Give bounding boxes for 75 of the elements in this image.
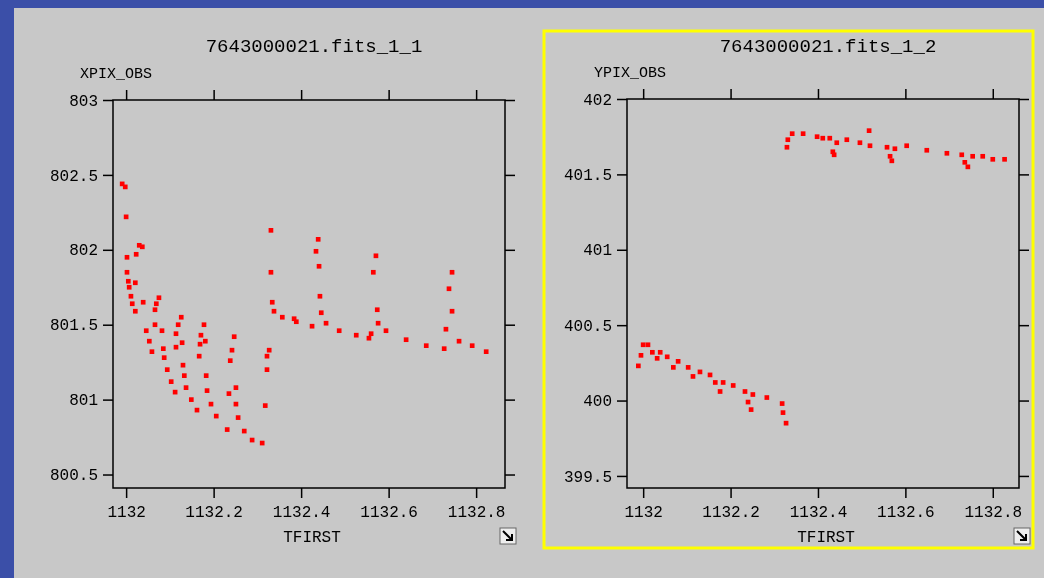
y-tick-label: 800.5 <box>49 467 98 486</box>
y-tick-label: 801 <box>69 392 98 411</box>
point <box>748 407 754 412</box>
point <box>1002 156 1007 162</box>
point <box>645 342 651 348</box>
y-tick-label: 401 <box>583 242 612 261</box>
point <box>636 363 641 369</box>
y-tick-label: 801.5 <box>49 317 98 336</box>
point <box>892 146 898 152</box>
point <box>780 410 786 415</box>
x-tick-label: 1132.8 <box>447 504 506 523</box>
y-tick-label: 803 <box>69 92 98 111</box>
x-tick-label: 1132.6 <box>877 504 935 523</box>
point <box>730 383 736 388</box>
point <box>820 135 826 141</box>
point <box>827 135 833 141</box>
point <box>800 131 806 137</box>
point <box>834 140 840 146</box>
point <box>857 140 863 146</box>
x-axis-title: TFIRST <box>283 529 341 547</box>
y-axis-title: XPIX_OBS <box>80 66 153 83</box>
point <box>970 153 976 159</box>
point <box>866 128 872 134</box>
point <box>980 153 986 159</box>
point <box>720 380 726 385</box>
x-tick-label: 1132.8 <box>964 504 1023 523</box>
point <box>657 349 663 355</box>
x-tick-label: 1132.4 <box>272 504 331 523</box>
point <box>742 389 748 394</box>
point <box>654 355 660 361</box>
point <box>670 365 676 370</box>
point <box>844 137 850 143</box>
chart-title: 7643000021.fits_1_2 <box>719 36 937 58</box>
y-axis-title: YPIX_OBS <box>594 65 667 82</box>
point <box>675 359 681 364</box>
y-tick-label: 400.5 <box>563 317 612 336</box>
point <box>685 365 691 370</box>
x-tick-label: 1132.4 <box>789 504 848 523</box>
y-tick-label: 802.5 <box>49 167 98 186</box>
point <box>904 143 910 149</box>
point <box>638 352 644 358</box>
point <box>962 159 968 165</box>
x-axis-title: TFIRST <box>797 529 855 547</box>
point <box>990 156 996 162</box>
point <box>814 134 820 140</box>
y-tick-label: 401.5 <box>563 167 612 186</box>
point <box>779 401 785 406</box>
x-tick-label: 1132 <box>624 504 663 523</box>
point <box>712 380 718 385</box>
point <box>889 158 895 164</box>
y-tick-label: 402 <box>583 91 612 110</box>
point <box>784 144 790 150</box>
point <box>650 349 655 355</box>
point <box>959 152 965 158</box>
point <box>783 420 789 426</box>
point <box>789 131 795 137</box>
point <box>764 395 770 400</box>
point <box>944 150 950 156</box>
x-tick-label: 1132.2 <box>702 504 760 523</box>
point <box>664 354 670 360</box>
point <box>867 143 873 149</box>
point <box>717 389 723 394</box>
y-tick-label: 802 <box>69 242 98 261</box>
x-tick-label: 1132 <box>107 504 146 523</box>
y-tick-label: 399.5 <box>563 468 612 487</box>
point <box>884 144 890 150</box>
x-tick-label: 1132.6 <box>360 504 418 523</box>
x-tick-label: 1132.2 <box>185 504 243 523</box>
point <box>785 137 791 143</box>
chart-title: 7643000021.fits_1_1 <box>205 36 423 58</box>
point <box>690 374 696 379</box>
y-tick-label: 400 <box>583 393 612 412</box>
point <box>750 392 756 397</box>
point <box>924 147 930 153</box>
point <box>640 342 646 348</box>
